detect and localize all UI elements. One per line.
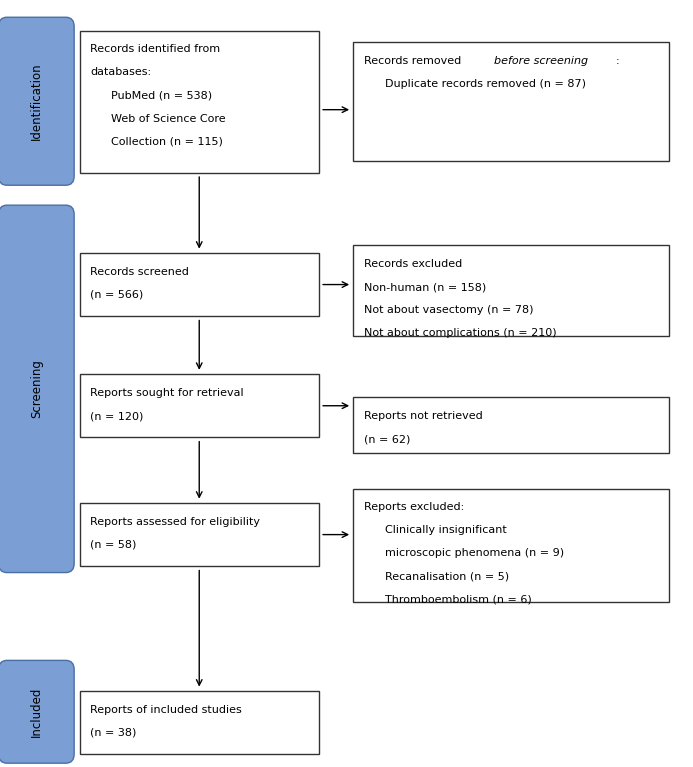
Text: Reports excluded:: Reports excluded: — [364, 502, 464, 512]
Text: (n = 566): (n = 566) — [90, 290, 143, 300]
FancyBboxPatch shape — [0, 206, 74, 572]
Text: Not about complications (n = 210): Not about complications (n = 210) — [364, 328, 556, 338]
FancyBboxPatch shape — [80, 253, 319, 316]
Text: Thromboembolism (n = 6): Thromboembolism (n = 6) — [385, 594, 532, 604]
Text: Web of Science Core: Web of Science Core — [111, 114, 225, 123]
Text: Records removed: Records removed — [364, 56, 464, 66]
Text: Identification: Identification — [30, 62, 43, 140]
FancyBboxPatch shape — [353, 489, 669, 602]
Text: Reports assessed for eligibility: Reports assessed for eligibility — [90, 517, 260, 527]
Text: Non-human (n = 158): Non-human (n = 158) — [364, 282, 486, 292]
Text: Reports not retrieved: Reports not retrieved — [364, 411, 482, 421]
Text: Records excluded: Records excluded — [364, 259, 462, 269]
Text: (n = 120): (n = 120) — [90, 411, 143, 421]
Text: Reports sought for retrieval: Reports sought for retrieval — [90, 388, 244, 398]
Text: Records screened: Records screened — [90, 267, 189, 277]
Text: Reports of included studies: Reports of included studies — [90, 705, 242, 715]
Text: Not about vasectomy (n = 78): Not about vasectomy (n = 78) — [364, 305, 534, 315]
Text: :: : — [615, 56, 619, 66]
Text: Records identified from: Records identified from — [90, 44, 220, 54]
Text: Clinically insignificant: Clinically insignificant — [385, 525, 507, 535]
FancyBboxPatch shape — [80, 31, 319, 173]
FancyBboxPatch shape — [80, 691, 319, 754]
FancyBboxPatch shape — [353, 245, 669, 336]
Text: Duplicate records removed (n = 87): Duplicate records removed (n = 87) — [385, 79, 586, 89]
FancyBboxPatch shape — [80, 374, 319, 437]
FancyBboxPatch shape — [353, 397, 669, 453]
Text: Included: Included — [30, 686, 43, 737]
FancyBboxPatch shape — [80, 503, 319, 566]
Text: before screening: before screening — [494, 56, 588, 66]
Text: (n = 62): (n = 62) — [364, 434, 410, 444]
FancyBboxPatch shape — [353, 42, 669, 161]
Text: Recanalisation (n = 5): Recanalisation (n = 5) — [385, 571, 509, 581]
Text: (n = 58): (n = 58) — [90, 540, 137, 550]
FancyBboxPatch shape — [0, 660, 74, 763]
Text: microscopic phenomena (n = 9): microscopic phenomena (n = 9) — [385, 548, 563, 558]
Text: Screening: Screening — [30, 360, 43, 418]
Text: databases:: databases: — [90, 67, 151, 77]
FancyBboxPatch shape — [0, 18, 74, 186]
Text: (n = 38): (n = 38) — [90, 728, 137, 738]
Text: PubMed (n = 538): PubMed (n = 538) — [111, 91, 212, 100]
Text: Collection (n = 115): Collection (n = 115) — [111, 137, 222, 146]
